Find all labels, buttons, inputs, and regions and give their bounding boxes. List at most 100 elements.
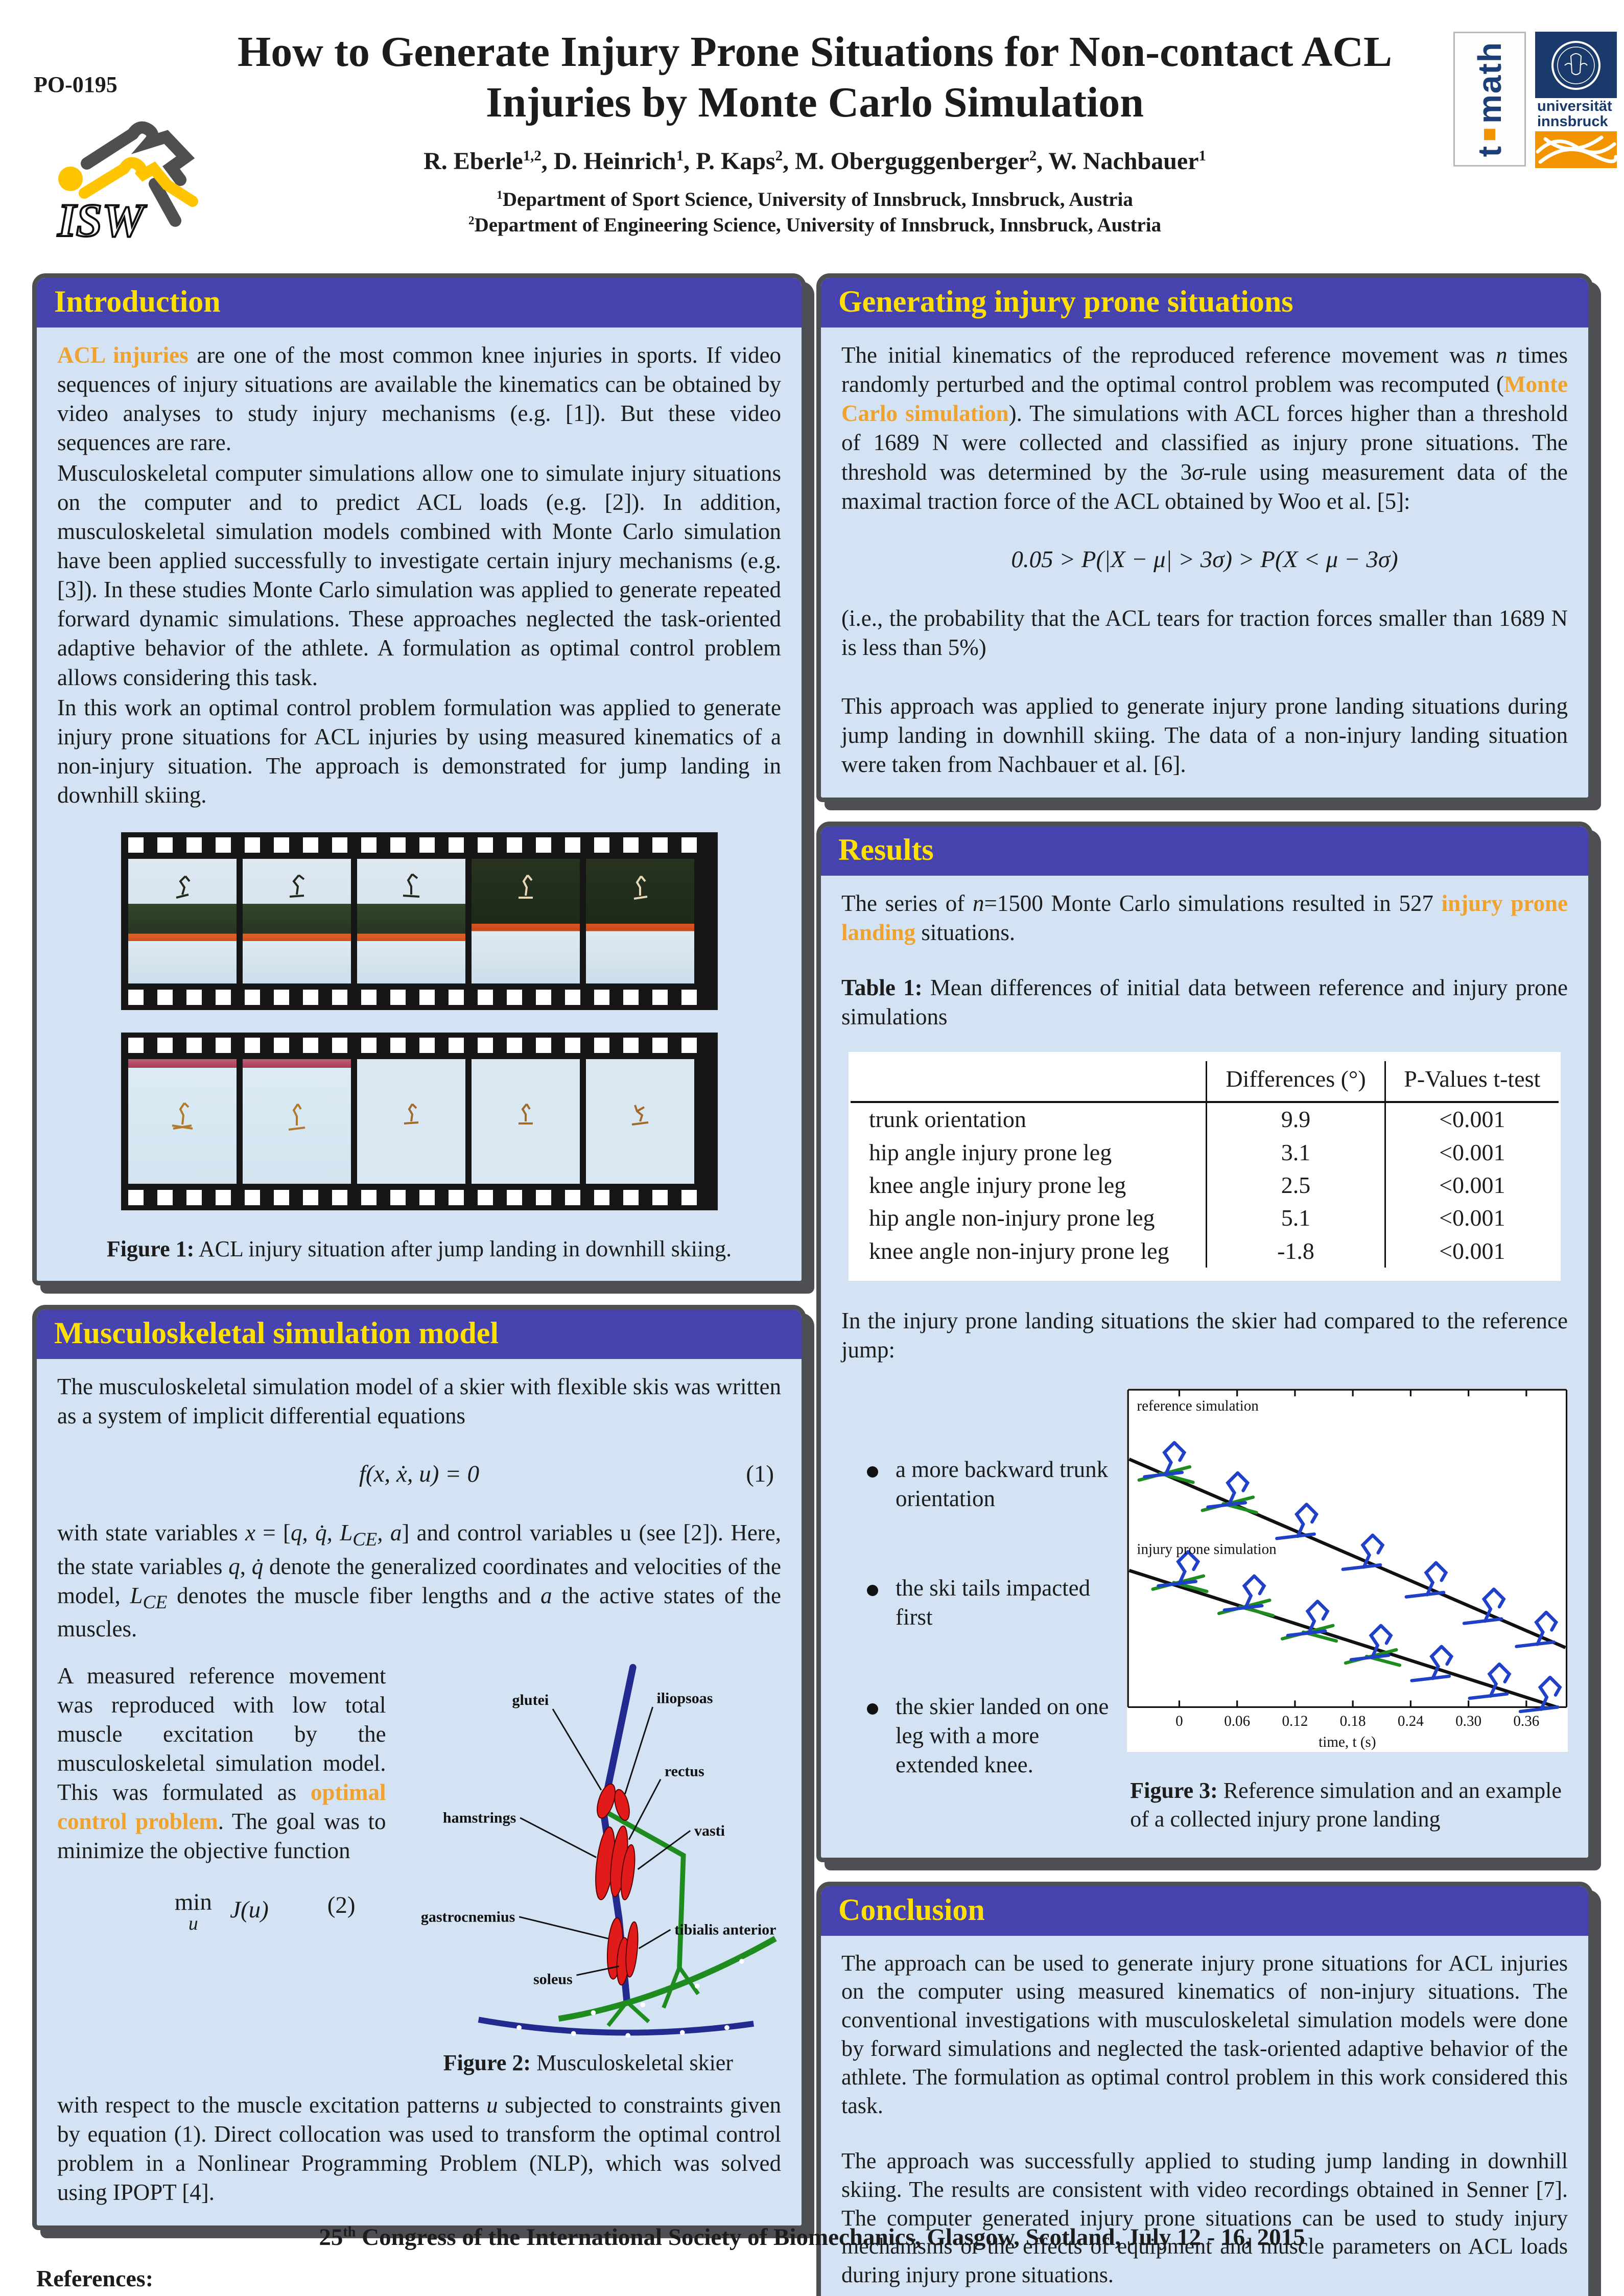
intro-paragraph-2: Musculoskeletal computer simulations all… [57,460,781,690]
bullet-item: the skier landed on one leg with a more … [867,1692,1115,1779]
isw-wordmark: ISW [57,194,147,245]
footer-congress-line: 25th Congress of the International Socie… [319,2224,1305,2251]
intro-paragraph-3: In this work an optimal control problem … [57,694,781,808]
bindings [606,1965,700,2027]
label-injury-prone-simulation: injury prone simulation [1137,1541,1277,1557]
figure2-musculoskeletal-skier: glutei iliopsoas rectus hamstrings vasti… [420,1664,777,2038]
slope-line-bottom [1128,1568,1558,1708]
intro-paragraph-1: ACL injuries are one of the most common … [57,342,782,456]
ski-dots [516,1958,744,2038]
uibk-scribble [1535,131,1617,169]
equation-2-min: min u [174,1888,212,1934]
isw-gray-skier [81,121,195,227]
left-column: Introduction ACL injuries are one of the… [32,273,806,2296]
label-tibialis-anterior: tibialis anterior [674,1921,776,1938]
bullet-item: a more backward trunk orientation [867,1455,1115,1513]
label-iliopsoas: iliopsoas [656,1690,713,1706]
references-heading: References: [36,2265,154,2292]
authors: R. Eberle1,2, D. Heinrich1, P. Kaps2, M.… [423,148,1206,175]
musculo-header: Musculoskeletal simulation model [37,1309,802,1360]
film-frame [585,859,694,984]
film-frame [585,1059,694,1184]
muscle-labels: glutei iliopsoas rectus hamstrings vasti… [420,1690,776,1987]
svg-text:0.24: 0.24 [1398,1713,1424,1729]
uibk-line2: innsbruck [1537,113,1608,130]
film-strip-top [121,832,718,1011]
sigma-equation-expr: 0.05 > P(|X − μ| > 3σ) > P(X < μ − 3σ) [1011,546,1398,573]
section-conclusion: Conclusion The approach can be used to g… [816,1881,1593,2296]
tmath-t: t [1471,145,1508,157]
equation-1: f(x, ẋ, u) = 0 (1) [57,1459,781,1490]
poster-id: PO-0195 [34,72,117,97]
skier-rear-leg [601,1808,686,1970]
results-paragraph-1: The series of n=1500 Monte Carlo simulat… [841,891,1568,946]
table-row: knee angle injury prone leg 2.5 <0.001 [851,1169,1559,1202]
film-sprockets [128,1190,711,1206]
col-differences: Differences (°) [1206,1061,1385,1103]
conclusion-paragraph-1: The approach can be used to generate inj… [841,1950,1568,2118]
isw-logo: ISW [56,121,198,245]
tmath-wordmark: t math [1471,41,1508,157]
equation-2-expr: J(u) [230,1896,269,1923]
figure3-caption: Figure 3: Reference simulation and an ex… [1130,1778,1562,1832]
section-introduction: Introduction ACL injuries are one of the… [32,273,806,1286]
col-pvalues: P-Values t-test [1384,1061,1559,1103]
rear-ski [558,1935,777,2022]
musculo-paragraph-1: The musculoskeletal simulation model of … [57,1374,781,1429]
film-frame [471,859,580,984]
x-axis-ticks: 0 0.06 0.12 0.18 0.24 0.30 0.36 time, t … [1175,1713,1539,1750]
plot-frame [1127,1389,1568,1708]
references: References: [1] Krosshaug et al., J Biom… [36,2258,806,2296]
generating-paragraph-1: The initial kinematics of the reproduced… [841,342,1568,514]
title-line-1: How to Generate Injury Prone Situations … [237,28,1393,76]
table1-header-row: Differences (°) P-Values t-test [851,1061,1559,1103]
tmath-dot-icon [1484,128,1495,140]
right-column: Generating injury prone situations The i… [816,273,1593,2296]
label-hamstrings: hamstrings [442,1809,515,1826]
film-frame [471,1059,580,1184]
film-sprockets [128,1038,711,1053]
figure2-caption: Figure 2: Musculoskeletal skier [443,2050,733,2075]
affiliation-2: 2Department of Engineering Science, Univ… [468,214,1162,236]
table1: Differences (°) P-Values t-test trunk or… [849,1051,1561,1281]
sigma-equation: 0.05 > P(|X − μ| > 3σ) > P(X < μ − 3σ) [841,545,1568,575]
introduction-header: Introduction [37,278,802,327]
equation-1-number: (1) [746,1461,774,1488]
film-frame [357,1059,465,1184]
film-strip-bottom [121,1033,718,1211]
table-row: hip angle injury prone leg 3.1 <0.001 [851,1136,1559,1169]
film-frame [242,1059,351,1184]
label-reference-simulation: reference simulation [1137,1398,1259,1414]
uibk-seal [1535,32,1617,98]
uibk-logo: universität innsbruck [1535,32,1617,169]
figure3-simulation-plot: reference simulation injury prone simula… [1127,1388,1568,1752]
results-header: Results [821,826,1588,876]
label-gastrocnemius: gastrocnemius [420,1908,515,1925]
results-bullets: a more backward trunk orientation the sk… [841,1455,1115,1840]
poster-title: How to Generate Injury Prone Situations … [220,27,1410,128]
musculo-paragraph-2: with state variables x = [q, q̇, LCE, a]… [57,1520,782,1642]
svg-text:0.36: 0.36 [1514,1713,1540,1729]
affiliation-1: 1Department of Sport Science, University… [497,189,1133,210]
muscles [595,1783,639,1985]
film-frame [357,859,465,984]
conclusion-paragraph-2: The approach was successfully applied to… [841,2148,1568,2288]
musculo-paragraph-4: with respect to the muscle excitation pa… [57,2092,781,2206]
film-frame [128,1059,237,1184]
section-musculoskeletal-model: Musculoskeletal simulation model The mus… [32,1305,806,2231]
results-paragraph-2: In the injury prone landing situations t… [841,1308,1568,1363]
film-sprockets [128,990,711,1005]
table-row: knee angle non-injury prone leg -1.8 <0.… [851,1234,1559,1268]
label-lines [519,1706,691,1976]
title-line-2: Injuries by Monte Carlo Simulation [485,79,1144,127]
uibk-wordmark: universität innsbruck [1535,98,1617,132]
generating-paragraph-3: This approach was applied to generate in… [841,693,1568,778]
svg-text:0: 0 [1175,1713,1183,1729]
table-row: trunk orientation 9.9 <0.001 [851,1102,1559,1136]
figure1-caption: Figure 1: ACL injury situation after jum… [106,1236,732,1262]
film-sprockets [128,837,711,853]
label-rectus: rectus [664,1763,704,1779]
tmath-logo: t math [1453,32,1526,167]
section-results: Results The series of n=1500 Monte Carlo… [816,822,1593,1862]
